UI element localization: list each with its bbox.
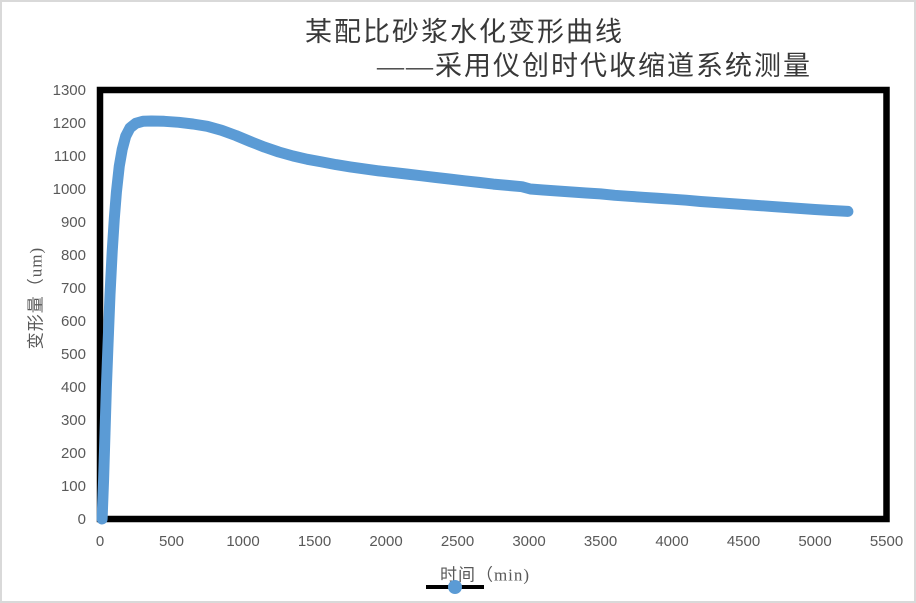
y-tick-label: 1300 (52, 81, 86, 99)
legend[interactable] (426, 577, 486, 595)
x-tick-label: 3500 (583, 533, 618, 550)
x-tick-label: 1000 (226, 533, 260, 550)
y-tick-label: 900 (60, 213, 86, 231)
x-axis-title: 时间（min) (439, 565, 531, 585)
y-tick-label: 700 (60, 279, 86, 297)
x-tick-label: 5500 (869, 533, 904, 550)
plot-border (96, 86, 890, 523)
x-tick-label: 2500 (440, 533, 475, 550)
series-curve[interactable] (96, 115, 854, 525)
legend-marker-icon (448, 579, 462, 594)
x-tick-label: 4500 (726, 533, 761, 550)
y-tick-label: 300 (60, 411, 86, 429)
y-tick-label: 1200 (52, 114, 86, 132)
x-tick-label: 500 (158, 533, 185, 550)
chart-title-line2: ——采用仪创时代收缩道系统测量 (377, 51, 812, 81)
y-tick-label: 100 (60, 477, 86, 495)
y-tick-label: 200 (60, 444, 86, 462)
y-tick-label: 400 (60, 378, 86, 396)
y-tick-label: 1100 (53, 147, 86, 165)
y-tick-label: 600 (60, 312, 86, 330)
chart-title-line1: 某配比砂浆水化变形曲线 (305, 17, 624, 47)
y-tick-label: 500 (60, 345, 86, 363)
x-tick-label: 2000 (369, 533, 403, 550)
x-tick-label: 3000 (512, 533, 546, 550)
y-tick-label: 800 (60, 246, 86, 264)
y-axis-title: 变形量（um) (26, 246, 46, 350)
x-tick-label: 4000 (655, 533, 689, 550)
x-tick-label: 0 (95, 533, 105, 550)
x-tick-label: 1500 (297, 533, 332, 550)
x-tick-label: 5000 (798, 533, 832, 550)
y-tick-label: 0 (77, 510, 86, 528)
y-tick-label: 1000 (52, 180, 86, 198)
